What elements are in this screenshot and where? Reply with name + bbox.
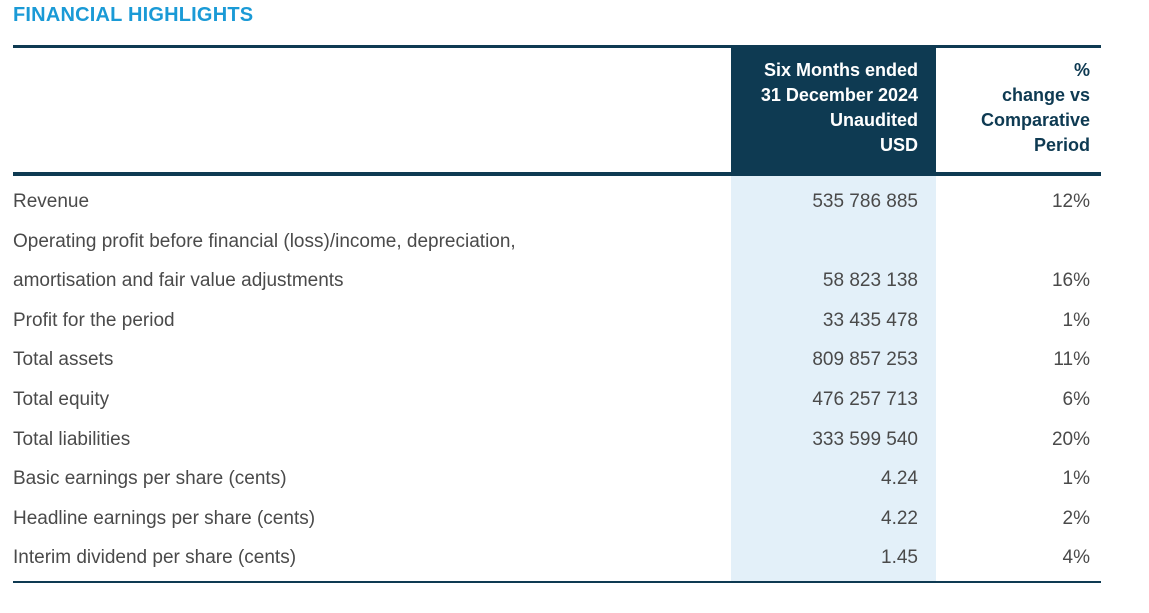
row-label: Total liabilities — [13, 428, 131, 450]
row-percent: 12% — [1051, 191, 1090, 212]
row-value: 58 823 138 — [822, 270, 918, 292]
row-value: 33 435 478 — [822, 309, 918, 331]
header-rule — [13, 172, 1101, 176]
row-percent: 16% — [1051, 270, 1090, 292]
bottom-rule — [13, 581, 1101, 583]
row-percent: 11% — [1053, 349, 1090, 371]
section-title: FINANCIAL HIGHLIGHTS — [13, 4, 254, 26]
row-value: 535 786 885 — [812, 191, 918, 212]
row-label: Total assets — [13, 349, 114, 371]
header-percent-change: % change vs Comparative Period — [936, 48, 1101, 172]
row-value: 4.22 — [881, 507, 918, 529]
table-row: Total equity 476 257 713 6% — [13, 380, 1101, 420]
header-six-months: Six Months ended 31 December 2024 Unaudi… — [731, 48, 936, 172]
table-row: Total assets 809 857 253 11% — [13, 340, 1101, 380]
table-row: amortisation and fair value adjustments … — [13, 261, 1101, 301]
row-label: Profit for the period — [13, 309, 175, 331]
row-percent: 2% — [1062, 507, 1090, 529]
header-six-months-line: Unaudited — [830, 110, 918, 130]
row-label: Basic earnings per share (cents) — [13, 468, 287, 490]
table-row: Profit for the period 33 435 478 1% — [13, 301, 1101, 341]
row-label: Interim dividend per share (cents) — [13, 547, 297, 569]
table-row: Operating profit before financial (loss)… — [13, 222, 1101, 262]
row-label: Headline earnings per share (cents) — [13, 507, 316, 529]
row-label: Operating profit before financial (loss)… — [13, 230, 516, 252]
row-percent: 20% — [1051, 428, 1090, 450]
value-column-shade — [731, 176, 936, 581]
header-percent-change-line: change vs — [1001, 85, 1090, 105]
table-row: Headline earnings per share (cents) 4.22… — [13, 499, 1101, 539]
header-percent-change-line: % — [1073, 60, 1090, 80]
table-header: Six Months ended 31 December 2024 Unaudi… — [13, 48, 1101, 172]
row-value: 809 857 253 — [812, 349, 918, 371]
row-value: 1.45 — [881, 547, 918, 569]
row-percent: 1% — [1062, 309, 1090, 331]
row-label: amortisation and fair value adjustments — [13, 270, 344, 292]
row-label: Total equity — [13, 388, 110, 410]
header-six-months-line: 31 December 2024 — [760, 85, 918, 105]
table-row: Basic earnings per share (cents) 4.24 1% — [13, 459, 1101, 499]
row-value: 333 599 540 — [812, 428, 918, 450]
header-percent-change-line: Comparative — [980, 110, 1090, 130]
header-percent-change-line: Period — [1033, 135, 1090, 155]
row-percent: 1% — [1062, 468, 1090, 490]
row-label: Revenue — [13, 191, 90, 212]
row-value: 476 257 713 — [812, 388, 918, 410]
row-percent: 4% — [1062, 547, 1090, 569]
row-percent: 6% — [1062, 388, 1090, 410]
table-body: Revenue 535 786 885 12% Operating profit… — [13, 182, 1101, 578]
header-six-months-line: Six Months ended — [763, 60, 918, 80]
row-value: 4.24 — [881, 468, 918, 490]
header-six-months-line: USD — [879, 135, 918, 155]
table-row: Revenue 535 786 885 12% — [13, 182, 1101, 222]
table-row: Interim dividend per share (cents) 1.45 … — [13, 538, 1101, 578]
top-rule — [13, 45, 1101, 48]
table-row: Total liabilities 333 599 540 20% — [13, 420, 1101, 460]
